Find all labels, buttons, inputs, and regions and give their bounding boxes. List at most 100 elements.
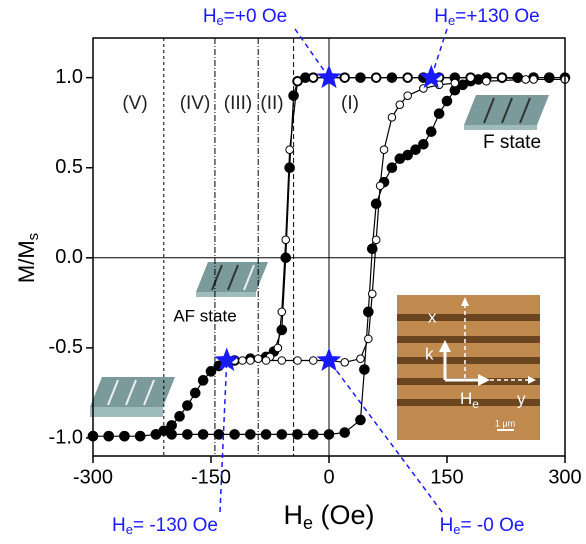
data-point [104, 431, 114, 441]
inset-label: k [425, 344, 434, 363]
ground-state-icon [90, 377, 175, 417]
data-point [340, 428, 350, 438]
inset-scale: 1 μm [495, 418, 515, 428]
annotation-sub: e [453, 522, 460, 537]
data-point [530, 76, 538, 84]
annotation: He=+130 Oe [434, 6, 540, 28]
annotation-main: H [112, 515, 126, 536]
data-point [357, 355, 365, 363]
region-label: (V) [122, 93, 147, 114]
data-point [274, 344, 282, 352]
data-point [451, 79, 459, 87]
data-point [380, 146, 388, 154]
y-tick-label: -1.0 [49, 426, 83, 448]
data-point [308, 430, 318, 440]
data-point [309, 74, 317, 82]
x-tick-label: 0 [323, 466, 334, 488]
f-state-icon [464, 95, 549, 130]
annotation-sub: e [217, 13, 224, 28]
data-point [183, 401, 193, 411]
annotation-arrow [431, 29, 447, 78]
data-point [230, 430, 240, 440]
x-tick-label: 150 [430, 466, 463, 488]
annotation-sub: e [448, 13, 455, 28]
data-point [498, 74, 506, 82]
data-point [198, 430, 208, 440]
annotation-sub: e [126, 522, 133, 537]
data-point [206, 367, 216, 377]
data-point [183, 430, 193, 440]
data-point [293, 430, 303, 440]
data-point [278, 357, 286, 365]
x-axis-label-rest: (Oe) [313, 500, 375, 530]
data-point [372, 236, 380, 244]
data-point [522, 76, 530, 84]
annotation-rest: = -130 Oe [133, 515, 218, 536]
data-point [513, 73, 523, 83]
data-point [285, 163, 295, 173]
annotation-rest: =+0 Oe [224, 6, 287, 27]
data-point [214, 430, 224, 440]
data-point [277, 430, 287, 440]
state-label: AF state [173, 306, 236, 325]
region-label: (III) [224, 93, 253, 114]
data-point [360, 365, 370, 375]
data-point [239, 357, 247, 365]
inset-label: y [517, 389, 526, 408]
inset-label-main: H [460, 389, 472, 408]
data-point [467, 74, 475, 82]
data-point [376, 182, 384, 190]
data-point [544, 73, 554, 83]
annotation-main: H [434, 6, 448, 27]
x-tick-label: -150 [191, 466, 231, 488]
data-point [294, 77, 302, 85]
data-point [135, 431, 145, 441]
data-point [261, 430, 271, 440]
data-point [483, 77, 491, 85]
annotation: He= -130 Oe [112, 515, 218, 537]
data-point [254, 355, 262, 363]
data-point [341, 74, 349, 82]
inset-image: x k He y 1 μm [397, 295, 540, 440]
y-tick-label: 0.5 [55, 156, 83, 178]
annotation-main: H [440, 515, 454, 536]
y-tick-label: 1.0 [55, 66, 83, 88]
data-point [368, 290, 376, 298]
data-point [286, 146, 294, 154]
data-point [341, 359, 349, 367]
annotation-arrow [295, 29, 329, 78]
annotation-main: H [203, 6, 217, 27]
annotation: He=+0 Oe [203, 6, 287, 28]
data-point [175, 412, 185, 422]
data-point [404, 74, 412, 82]
annotation: He= -0 Oe [440, 515, 525, 537]
data-point [364, 307, 374, 317]
data-point [294, 357, 302, 365]
data-point [282, 236, 290, 244]
data-point [151, 430, 161, 440]
data-point [277, 325, 287, 335]
region-label: (I) [341, 93, 359, 114]
data-point [324, 430, 334, 440]
x-axis-label-sub: e [303, 513, 313, 533]
data-point [387, 163, 397, 173]
data-point [190, 388, 200, 398]
data-point [419, 140, 429, 150]
region-label: (II) [260, 93, 283, 114]
data-point [120, 431, 130, 441]
y-tick-label: 0.0 [55, 246, 83, 268]
data-point [426, 127, 436, 137]
y-tick-label: -0.5 [49, 336, 83, 358]
data-point [262, 357, 270, 365]
data-point [396, 101, 404, 109]
state-label: F state [483, 132, 541, 153]
data-point [388, 113, 396, 121]
inset-label: x [428, 307, 437, 326]
y-axis-label: M/Ms [14, 233, 42, 283]
data-point [309, 357, 317, 365]
data-point [278, 308, 286, 316]
annotation-rest: =+130 Oe [455, 6, 540, 27]
data-point [246, 430, 256, 440]
data-point [442, 96, 452, 106]
data-point [365, 335, 373, 343]
